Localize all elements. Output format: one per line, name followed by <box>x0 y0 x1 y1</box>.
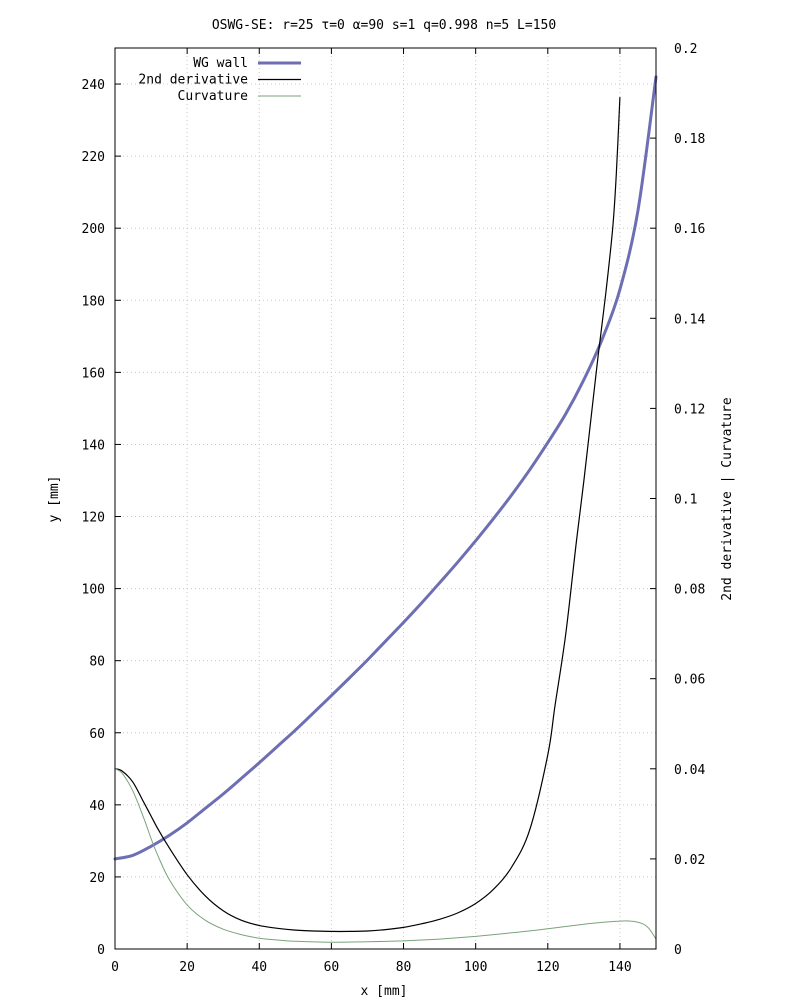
y2-tick-label: 0.08 <box>674 583 705 598</box>
y2-axis-title: 2nd derivative | Curvature <box>720 397 735 601</box>
y2-tick-label: 0.18 <box>674 132 705 147</box>
y-tick-label: 40 <box>89 799 105 814</box>
y-tick-label: 60 <box>89 727 105 742</box>
y2-tick-label: 0 <box>674 943 682 958</box>
y-tick-label: 220 <box>82 150 105 165</box>
x-tick-label: 80 <box>396 960 412 975</box>
x-tick-label: 100 <box>464 960 487 975</box>
y-tick-label: 180 <box>82 294 105 309</box>
x-tick-label: 20 <box>179 960 195 975</box>
x-tick-label: 0 <box>111 960 119 975</box>
series-layer <box>113 75 658 943</box>
x-axis-title: x [mm] <box>361 984 408 999</box>
series-line-curvature <box>114 768 657 943</box>
y-tick-label: 200 <box>82 222 105 237</box>
legend-label-2nd-derivative: 2nd derivative <box>138 73 248 88</box>
x-tick-label: 40 <box>251 960 267 975</box>
y-axis-title: y [mm] <box>47 476 62 523</box>
y2-tick-label: 0.2 <box>674 42 697 57</box>
ticks <box>114 47 656 950</box>
y2-tick-label: 0.16 <box>674 222 705 237</box>
series-line-2nd-derivative <box>114 97 621 933</box>
y2-tick-label: 0.14 <box>674 312 705 327</box>
y-tick-label: 120 <box>82 511 105 526</box>
tick-labels: 0 20 40 60 80 100 120 140 0 20 40 60 80 100 120 140 160 1… <box>82 42 706 975</box>
y2-tick-label: 0.1 <box>674 493 697 508</box>
chart-title: OSWG-SE: r=25 τ=0 α=90 s=1 q=0.998 n=5 L… <box>212 18 556 33</box>
legend-label-wg-wall: WG wall <box>193 56 248 71</box>
y-tick-label: 80 <box>89 655 105 670</box>
y2-tick-label: 0.02 <box>674 853 705 868</box>
y2-tick-label: 0.04 <box>674 763 705 778</box>
y-tick-label: 140 <box>82 438 105 453</box>
x-tick-label: 120 <box>536 960 559 975</box>
y-tick-label: 100 <box>82 583 105 598</box>
y2-tick-label: 0.06 <box>674 673 705 688</box>
x-tick-label: 60 <box>324 960 340 975</box>
y-tick-label: 0 <box>97 943 105 958</box>
y2-tick-label: 0.12 <box>674 402 705 417</box>
series-line-wg-wall <box>113 75 658 861</box>
y-tick-label: 240 <box>82 78 105 93</box>
y-tick-label: 20 <box>89 871 105 886</box>
legend-label-curvature: Curvature <box>178 89 249 104</box>
x-tick-label: 140 <box>608 960 631 975</box>
y-tick-label: 160 <box>82 366 105 381</box>
